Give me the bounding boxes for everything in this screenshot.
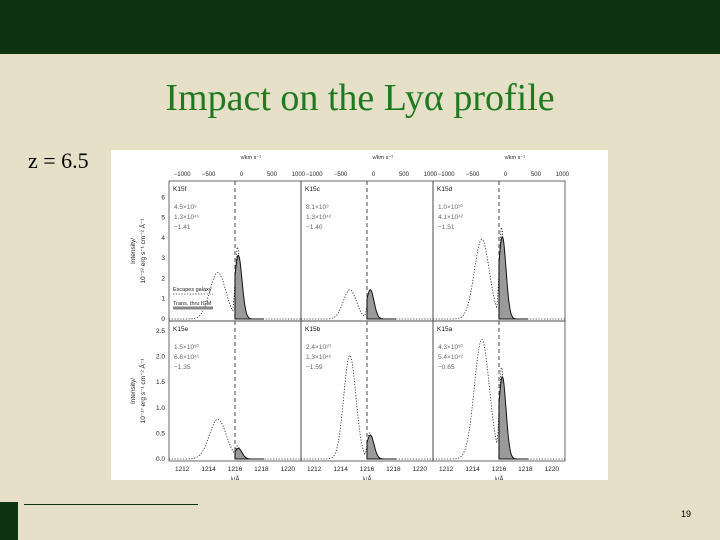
top-tick-label: 0 [504,172,508,178]
top-tick-label: −500 [334,172,348,178]
top-axis-label: v/km s⁻¹ [373,155,394,161]
bottom-tick-label: 1214 [201,466,216,473]
top-tick-label: −1000 [438,172,456,178]
x-axis-label: λ/Å [362,474,372,480]
bottom-tick-label: 1220 [545,466,560,473]
x-axis-label: λ/Å [494,474,504,480]
y-tick-label: 0.0 [156,456,165,463]
panel-label: K15b [305,326,321,333]
top-axis-label: v/km s⁻¹ [505,155,526,161]
y-tick-label: 0.5 [156,430,165,437]
bottom-tick-label: 1214 [333,466,348,473]
footer-rule [24,504,198,505]
panel-slope: −1.41 [174,224,191,231]
escaping-profile [169,418,301,460]
bottom-tick-label: 1218 [254,466,269,473]
bottom-tick-label: 1212 [439,466,454,473]
legend-trans: Trans. thru IGM [173,301,212,307]
panel-label: K15a [437,326,453,333]
top-tick-label: −500 [202,172,216,178]
slide-number: 19 [681,509,692,519]
bottom-tick-label: 1218 [518,466,533,473]
x-axis-label: λ/Å [230,474,240,480]
panel-slope: −1.40 [306,224,323,231]
top-tick-label: −500 [466,172,480,178]
top-tick-label: 500 [267,172,278,178]
y-tick-label: 4 [161,235,165,242]
y-tick-label: 2 [161,275,165,282]
escaping-profile [301,354,433,460]
top-tick-label: 1000 [292,172,306,178]
bottom-tick-label: 1214 [465,466,480,473]
y-axis-label: Intensity/ [130,238,137,264]
panel-slope: −0.65 [438,364,455,371]
panel-label: K15f [173,186,187,193]
panel-luminosity: 1.3×10⁴¹ [174,214,200,221]
top-axis-label: v/km s⁻¹ [241,155,262,161]
panel-mass: 1.5×10¹⁰ [174,343,199,351]
panel-luminosity: 1.3×10⁴² [306,354,332,361]
top-tick-label: 1000 [424,172,438,178]
header-band [0,0,720,54]
panel-mass: 2.4×10¹⁰ [306,343,331,351]
y-tick-label: 2.0 [156,354,165,361]
y-tick-label: 2.5 [156,328,165,335]
top-tick-label: 0 [240,172,244,178]
panel-luminosity: 6.6×10⁴¹ [174,354,200,361]
panel-mass: 4.5×10⁹ [174,204,197,211]
transmitted-profile [366,434,396,460]
escaping-profile [301,289,433,320]
bottom-tick-label: 1216 [492,466,507,473]
redshift-label: z = 6.5 [28,148,89,173]
top-tick-label: 1000 [556,172,570,178]
bottom-tick-label: 1212 [307,466,322,473]
top-tick-label: 0 [372,172,376,178]
transmitted-profile [366,289,396,320]
y-tick-label: 1.5 [156,379,165,386]
panel-label: K15c [305,186,321,193]
y-tick-label: 0 [161,316,165,323]
top-tick-label: 500 [399,172,410,178]
bottom-tick-label: 1212 [175,466,190,473]
bottom-tick-label: 1220 [413,466,428,473]
y-tick-label: 5 [161,215,165,222]
transmitted-profile [498,376,528,460]
y-tick-label: 3 [161,255,165,262]
bottom-tick-label: 1220 [281,466,296,473]
bottom-tick-label: 1218 [386,466,401,473]
y-axis-unit: 10⁻¹⁸ erg s⁻¹ cm⁻² Å⁻¹ [138,218,147,284]
transmitted-profile [234,447,264,460]
panel-slope: −1.59 [306,364,323,371]
legend-escapes: Escapes galaxy [173,287,212,293]
y-tick-label: 1.0 [156,405,165,412]
y-tick-label: 6 [161,194,165,201]
panel-luminosity: 1.3×10⁴² [306,214,332,221]
y-axis-unit: 10⁻¹⁷ erg s⁻¹ cm⁻² Å⁻¹ [138,358,147,424]
footer-block [0,502,18,540]
panel-mass: 4.3×10¹⁰ [438,343,463,351]
panel-mass: 8.1×10⁹ [306,204,329,211]
panel-luminosity: 5.4×10⁴² [438,354,464,361]
panel-slope: −1.35 [174,364,191,371]
panel-label: K15d [437,186,453,193]
transmitted-profile [234,254,264,320]
y-tick-label: 1 [161,296,165,303]
lya-profile-figure: v/km s⁻¹ −1000 −500 0 500 1000 v/km s⁻¹ −1000 −5… [111,150,608,480]
panel-slope: −1.51 [438,224,455,231]
y-axis-label: Intensity/ [130,378,137,404]
transmitted-profile [498,236,528,320]
top-tick-label: −1000 [306,172,324,178]
top-tick-label: 500 [531,172,542,178]
bottom-tick-label: 1216 [228,466,243,473]
panel-mass: 1.0×10¹⁰ [438,203,463,211]
panel-label: K15e [173,326,189,333]
bottom-tick-label: 1216 [360,466,375,473]
panel-luminosity: 4.1×10⁴² [438,214,464,221]
slide-title: Impact on the Lyα profile [165,77,555,119]
top-tick-label: −1000 [174,172,192,178]
